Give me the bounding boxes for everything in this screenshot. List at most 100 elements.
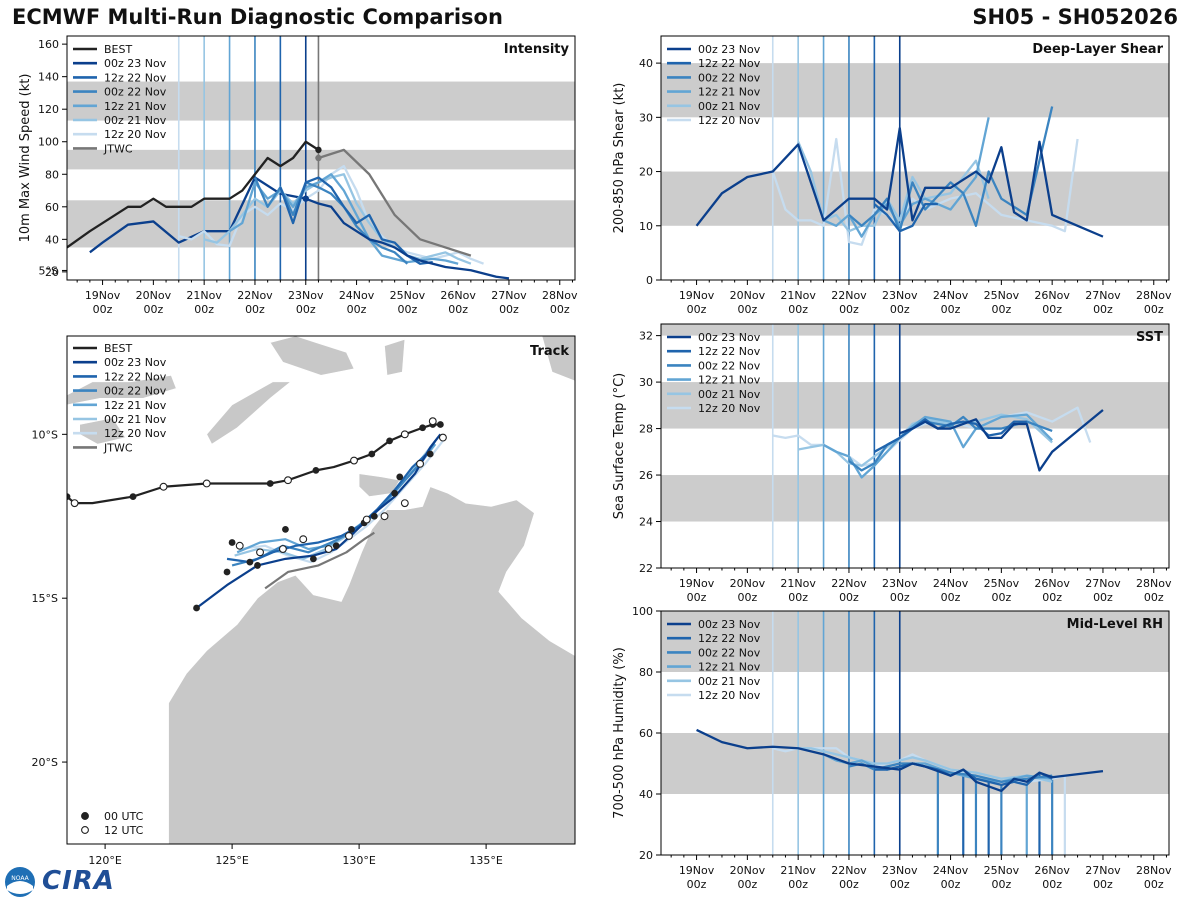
track-point-00utc	[67, 493, 71, 500]
y-tick-label: 10	[639, 220, 653, 233]
panel-title: Mid-Level RH	[1067, 617, 1163, 632]
plot-area	[661, 324, 1169, 568]
x-tick-label: 21Nov	[780, 289, 816, 302]
series-line	[695, 127, 1104, 238]
legend-label: 00z 22 Nov	[698, 359, 761, 372]
x-tick-label: 19Nov	[679, 864, 715, 877]
legend-label: 12z 21 Nov	[698, 374, 761, 387]
x-tick-label: 00z	[890, 878, 910, 891]
legend-label: 00z 23 Nov	[698, 331, 761, 344]
track-point-12utc	[400, 430, 409, 439]
x-tick-label: 19Nov	[85, 289, 121, 302]
x-tick-label: 23Nov	[288, 289, 324, 302]
x-tick-label: 21Nov	[186, 289, 222, 302]
x-tick-label: 00z	[1042, 878, 1062, 891]
y-tick-label: 100	[632, 605, 653, 618]
track-point-12utc	[344, 531, 353, 540]
legend-label: 00z 21 Nov	[104, 413, 167, 426]
band-0	[661, 475, 1169, 522]
y-tick-label: 32	[639, 330, 653, 343]
x-tick-label: 20Nov	[730, 289, 766, 302]
legend-label: 00z 23 Nov	[698, 43, 761, 56]
legend-label: 12z 21 Nov	[104, 399, 167, 412]
y-tick-label: 5°S	[39, 264, 58, 277]
y-axis-label: 10m Max Wind Speed (kt)	[18, 74, 33, 243]
legend-label: 12z 22 Nov	[104, 71, 167, 84]
series-line	[873, 418, 1027, 453]
x-tick-label: 00z	[1093, 303, 1113, 316]
x-tick-label: 00z	[788, 878, 808, 891]
y-tick-label: 30	[639, 111, 653, 124]
legend-label: 12z 21 Nov	[698, 661, 761, 674]
x-tick-label: 22Nov	[237, 289, 273, 302]
plot-area	[67, 36, 575, 280]
x-tick-label: 00z	[890, 591, 910, 604]
x-tick-label: 120°E	[88, 854, 121, 867]
legend-label: BEST	[104, 43, 132, 56]
panel-title: Track	[530, 344, 569, 359]
seal-text: NOAA	[11, 875, 29, 882]
x-tick-label: 24Nov	[933, 577, 969, 590]
x-tick-label: 27Nov	[1085, 289, 1121, 302]
x-tick-label: 22Nov	[831, 289, 867, 302]
y-tick-label: 20	[45, 266, 59, 279]
band-1	[661, 611, 1169, 672]
x-tick-label: 00z	[991, 591, 1011, 604]
legend-label: 00z 21 Nov	[104, 114, 167, 127]
track-point-00utc	[436, 421, 444, 428]
series-line	[696, 728, 1104, 793]
x-tick-label: 27Nov	[491, 289, 527, 302]
y-tick-label: 15°S	[32, 592, 58, 605]
track-point-00utc	[246, 558, 254, 566]
y-tick-label: 40	[45, 233, 59, 246]
legend-label: 12z 20 Nov	[698, 114, 761, 127]
x-tick-label: 00z	[1093, 591, 1113, 604]
track-point-12utc	[202, 479, 211, 488]
marker-legend-symbol	[81, 826, 89, 834]
legend-label: 00z 23 Nov	[698, 618, 761, 631]
y-tick-label: 140	[38, 71, 59, 84]
track-point-00utc	[419, 424, 426, 432]
legend-label: 00z 21 Nov	[698, 675, 761, 688]
x-tick-label: 00z	[687, 591, 707, 604]
x-tick-label: 25Nov	[984, 577, 1020, 590]
series-line	[203, 173, 472, 265]
x-tick-label: 00z	[194, 303, 214, 316]
x-tick-label: 00z	[737, 878, 757, 891]
track-point-00utc	[370, 512, 378, 520]
legend-label: 12z 22 Nov	[104, 370, 167, 383]
axes-frame	[66, 335, 576, 845]
panel-shear: 19Nov00z20Nov00z21Nov00z22Nov00z23Nov00z…	[612, 35, 1172, 316]
track-point-12utc	[159, 482, 168, 491]
panel-track: 120°E 125°E 130°E 135°E 20°S 15°S 10°S 5°S Track…	[32, 264, 576, 867]
x-tick-label: 20Nov	[730, 577, 766, 590]
x-tick-label: 26Nov	[1034, 289, 1070, 302]
logo-text: CIRA	[42, 866, 115, 896]
legend-label: 00z 23 Nov	[104, 57, 167, 70]
legend-label: 00z 22 Nov	[698, 646, 761, 659]
marker-legend-label: 12 UTC	[104, 824, 144, 837]
legend-label: 00z 21 Nov	[698, 388, 761, 401]
track-point-12utc	[278, 545, 287, 553]
x-tick-label: 24Nov	[933, 289, 969, 302]
series-line	[848, 106, 1054, 233]
marker-legend-symbol	[81, 812, 89, 820]
x-tick-label: 21Nov	[780, 577, 816, 590]
x-tick-label: 19Nov	[679, 577, 715, 590]
series-line	[899, 409, 1104, 472]
track-point-00utc	[254, 562, 261, 569]
track-point-12utc	[235, 541, 244, 550]
x-tick-label: 00z	[839, 591, 859, 604]
x-tick-label: 00z	[1144, 591, 1164, 604]
x-tick-label: 26Nov	[440, 289, 476, 302]
x-tick-label: 22Nov	[831, 577, 867, 590]
y-tick-label: 80	[45, 168, 59, 181]
y-tick-label: 60	[45, 201, 59, 214]
x-tick-label: 00z	[296, 303, 316, 316]
x-tick-label: 00z	[687, 878, 707, 891]
new-guinea	[541, 336, 575, 382]
y-axis-label: 700-500 hPa Humidity (%)	[612, 647, 627, 819]
track-line	[264, 531, 375, 590]
track-point-00utc	[386, 437, 393, 445]
